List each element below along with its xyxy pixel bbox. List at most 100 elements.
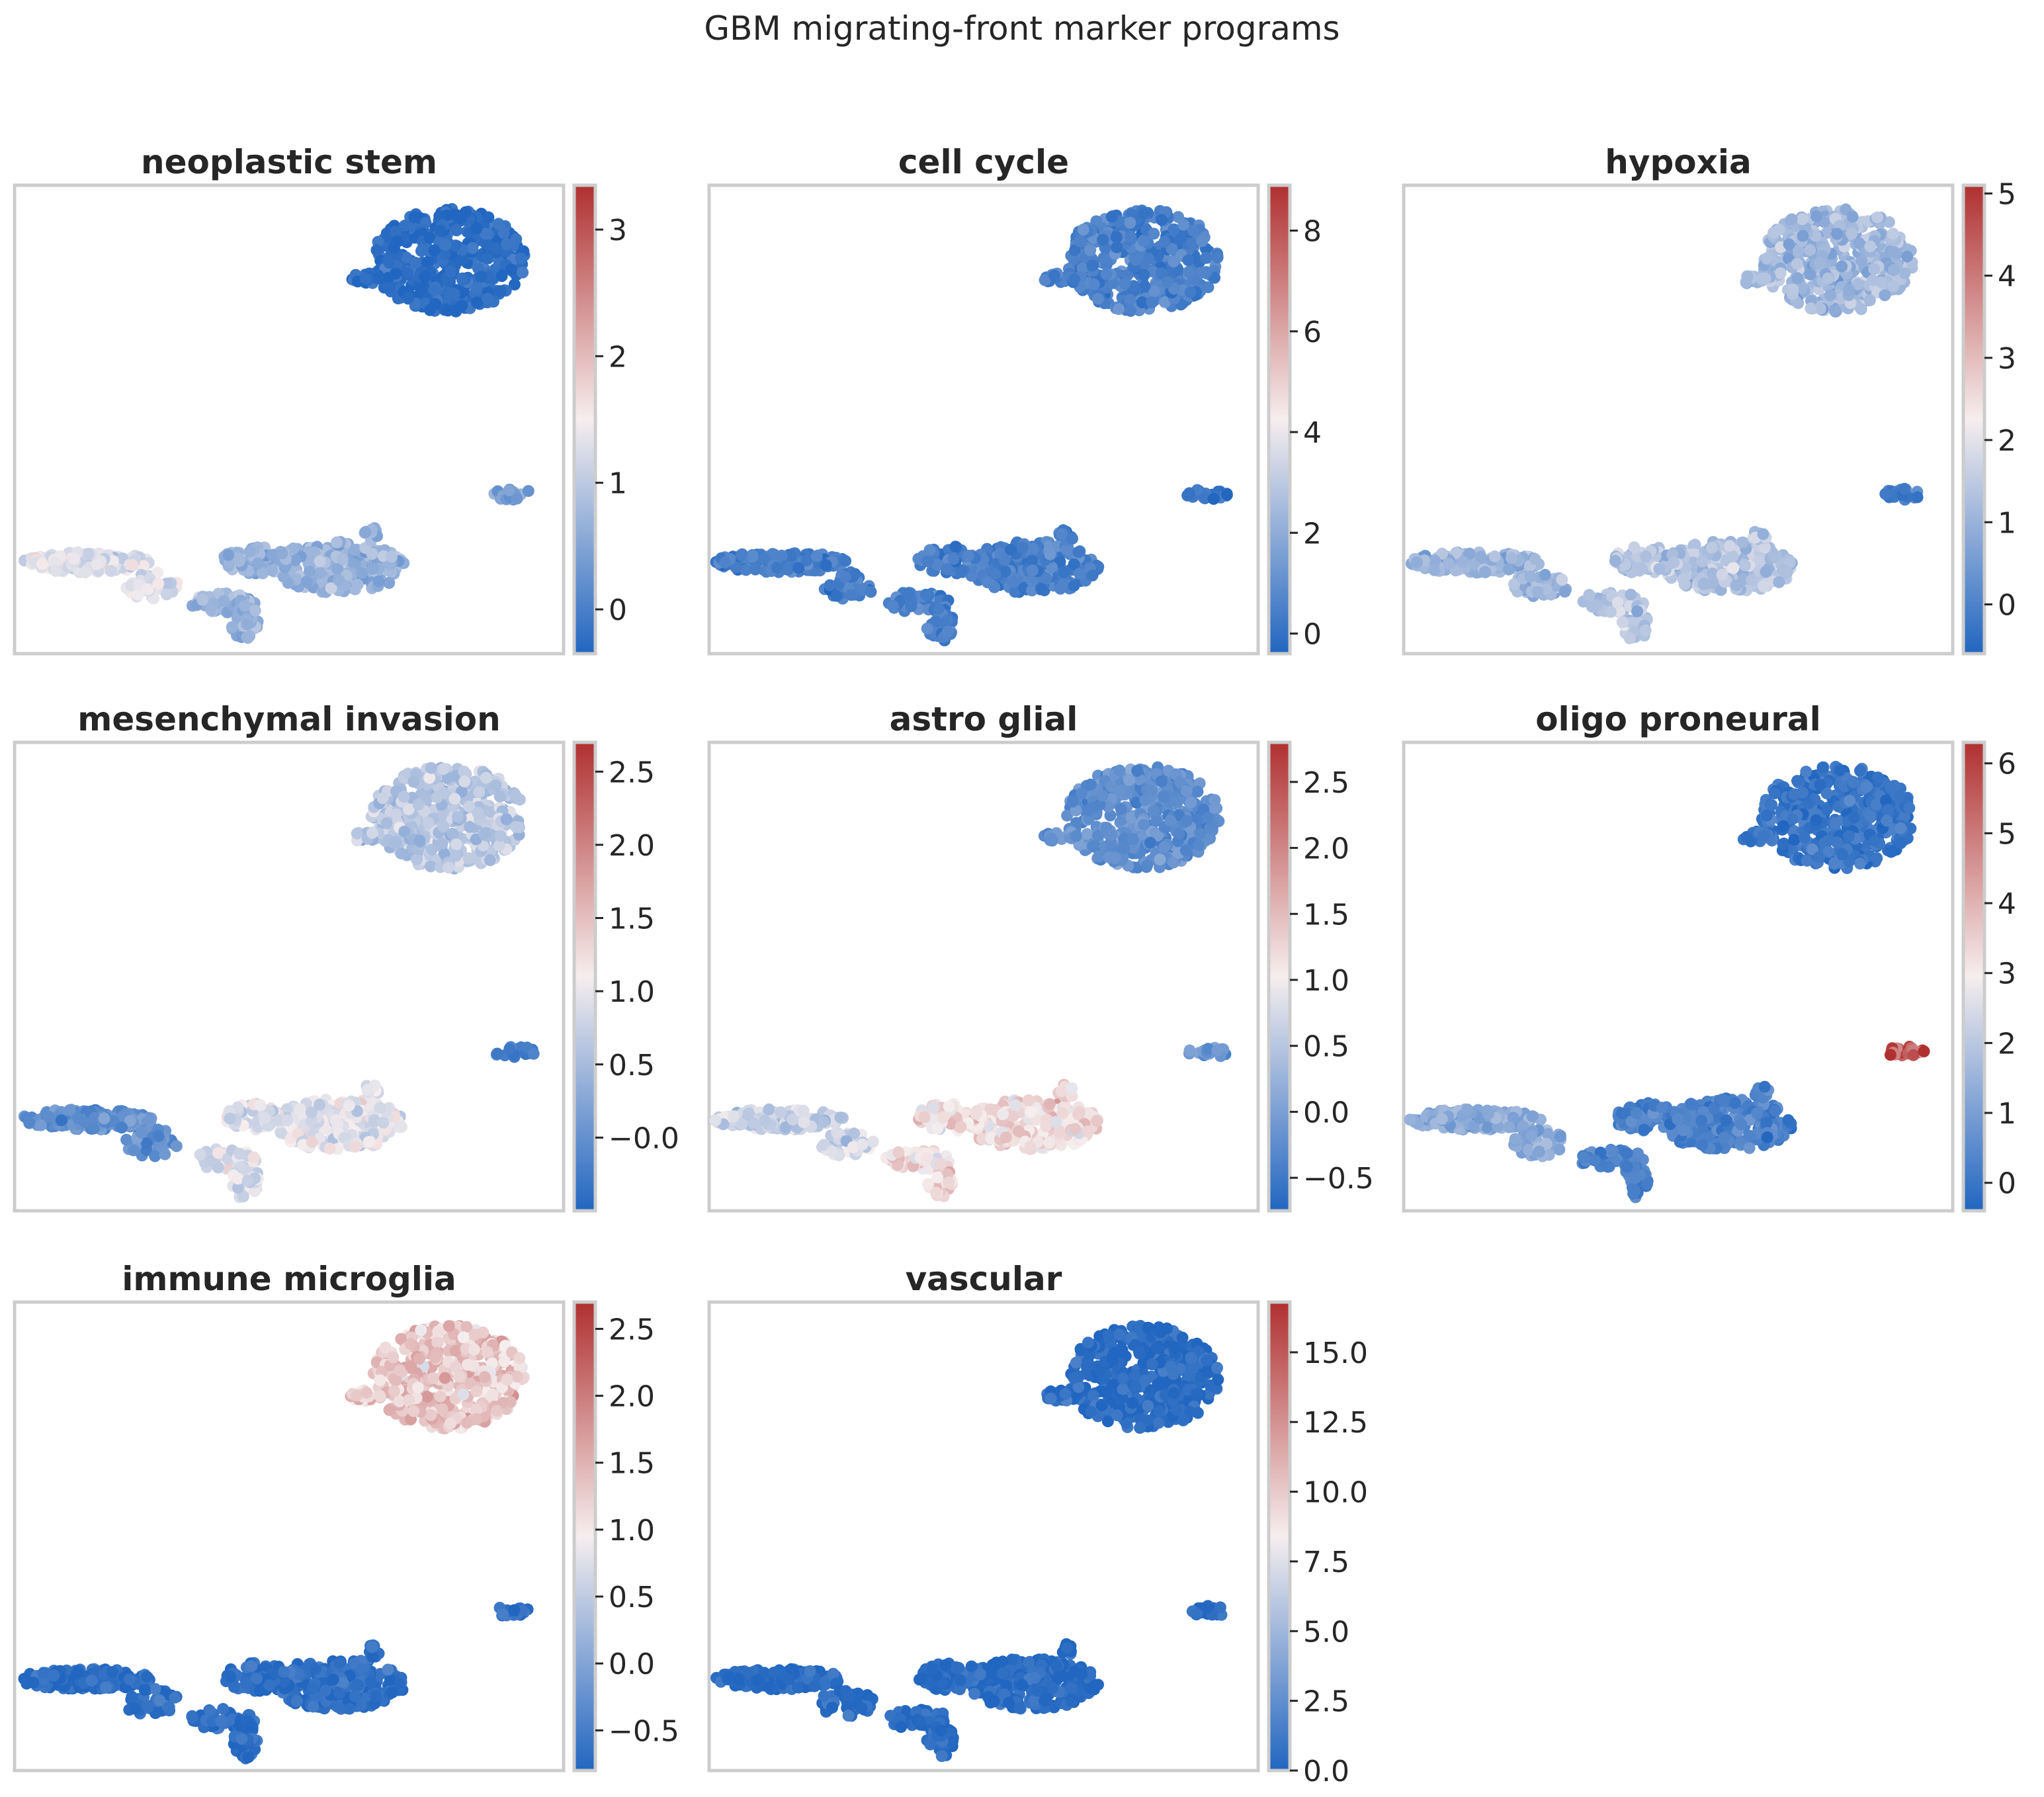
- point: [1524, 570, 1537, 583]
- point: [443, 861, 455, 874]
- point: [1736, 536, 1749, 548]
- point: [497, 227, 510, 240]
- point: [1179, 844, 1192, 857]
- point: [456, 300, 468, 312]
- point: [1761, 252, 1773, 265]
- colorbar-tick-label: 0.5: [609, 1049, 655, 1082]
- colorbar-gradient: [1267, 183, 1292, 656]
- point: [331, 536, 343, 548]
- point: [88, 1122, 100, 1135]
- scatter-points: [19, 202, 534, 644]
- point: [1173, 828, 1185, 840]
- point: [736, 548, 748, 560]
- point: [1846, 228, 1858, 240]
- point: [218, 595, 230, 607]
- point: [999, 565, 1011, 578]
- point: [314, 567, 326, 580]
- colorbar-tick-label: 0: [1303, 618, 1322, 652]
- point: [224, 1112, 236, 1125]
- point: [196, 593, 209, 606]
- point: [402, 267, 414, 279]
- point: [1100, 268, 1113, 281]
- point: [1156, 214, 1168, 226]
- point: [450, 224, 463, 237]
- point: [1125, 304, 1137, 317]
- point: [1070, 830, 1082, 842]
- point: [395, 1121, 407, 1133]
- point: [1183, 487, 1196, 500]
- point: [1180, 785, 1193, 797]
- point: [1609, 554, 1621, 567]
- point: [306, 1136, 318, 1148]
- point: [749, 563, 761, 576]
- point: [1177, 218, 1190, 231]
- point: [170, 1140, 183, 1153]
- point: [718, 556, 731, 569]
- point: [1478, 566, 1491, 578]
- point: [1741, 271, 1754, 283]
- point: [149, 1150, 161, 1162]
- point: [1068, 273, 1081, 286]
- point: [932, 603, 945, 615]
- point: [359, 272, 372, 285]
- point: [456, 274, 469, 286]
- point: [259, 1112, 271, 1124]
- colorbar-tick-label: −0.0: [609, 1121, 679, 1155]
- point: [1068, 580, 1080, 592]
- point: [349, 543, 361, 556]
- colorbar-gradient: [1961, 183, 1986, 656]
- point: [845, 589, 857, 601]
- point: [831, 1126, 843, 1139]
- point: [105, 564, 117, 577]
- point: [159, 1148, 171, 1161]
- point: [1769, 551, 1781, 563]
- point: [482, 211, 495, 224]
- point: [332, 574, 345, 586]
- colorbar-gradient: [572, 183, 597, 656]
- point: [1074, 568, 1086, 580]
- point: [941, 563, 953, 576]
- point: [314, 555, 326, 568]
- point: [243, 545, 256, 558]
- point: [437, 763, 450, 775]
- point: [1194, 828, 1207, 840]
- point: [1640, 550, 1652, 562]
- point: [510, 820, 523, 833]
- point: [1086, 569, 1099, 582]
- point: [1199, 251, 1212, 264]
- point: [1115, 803, 1127, 815]
- point: [481, 252, 493, 265]
- colorbar-tick-label: 1.0: [609, 975, 655, 1009]
- panel-title: hypoxia: [1605, 143, 1751, 181]
- point: [275, 1127, 287, 1139]
- point: [1137, 208, 1150, 220]
- point: [370, 244, 383, 256]
- point: [1887, 280, 1900, 292]
- point: [1091, 830, 1104, 842]
- colorbar: −0.00.51.01.52.02.5: [572, 740, 679, 1213]
- point: [241, 618, 253, 631]
- point: [1105, 828, 1118, 841]
- point: [1797, 230, 1809, 242]
- point: [1091, 292, 1104, 305]
- point: [1124, 294, 1136, 306]
- point: [142, 583, 154, 595]
- point: [515, 252, 527, 265]
- point: [451, 811, 464, 823]
- point: [1805, 302, 1817, 315]
- point: [1186, 238, 1199, 250]
- point: [1048, 269, 1060, 282]
- point: [233, 555, 245, 567]
- point: [289, 554, 302, 566]
- colorbar-tick-label: 1: [609, 467, 627, 501]
- point: [1196, 235, 1209, 247]
- point: [359, 526, 372, 539]
- point: [782, 563, 794, 576]
- point: [391, 236, 404, 248]
- point: [1119, 277, 1131, 290]
- point: [517, 266, 529, 279]
- point: [1066, 795, 1079, 808]
